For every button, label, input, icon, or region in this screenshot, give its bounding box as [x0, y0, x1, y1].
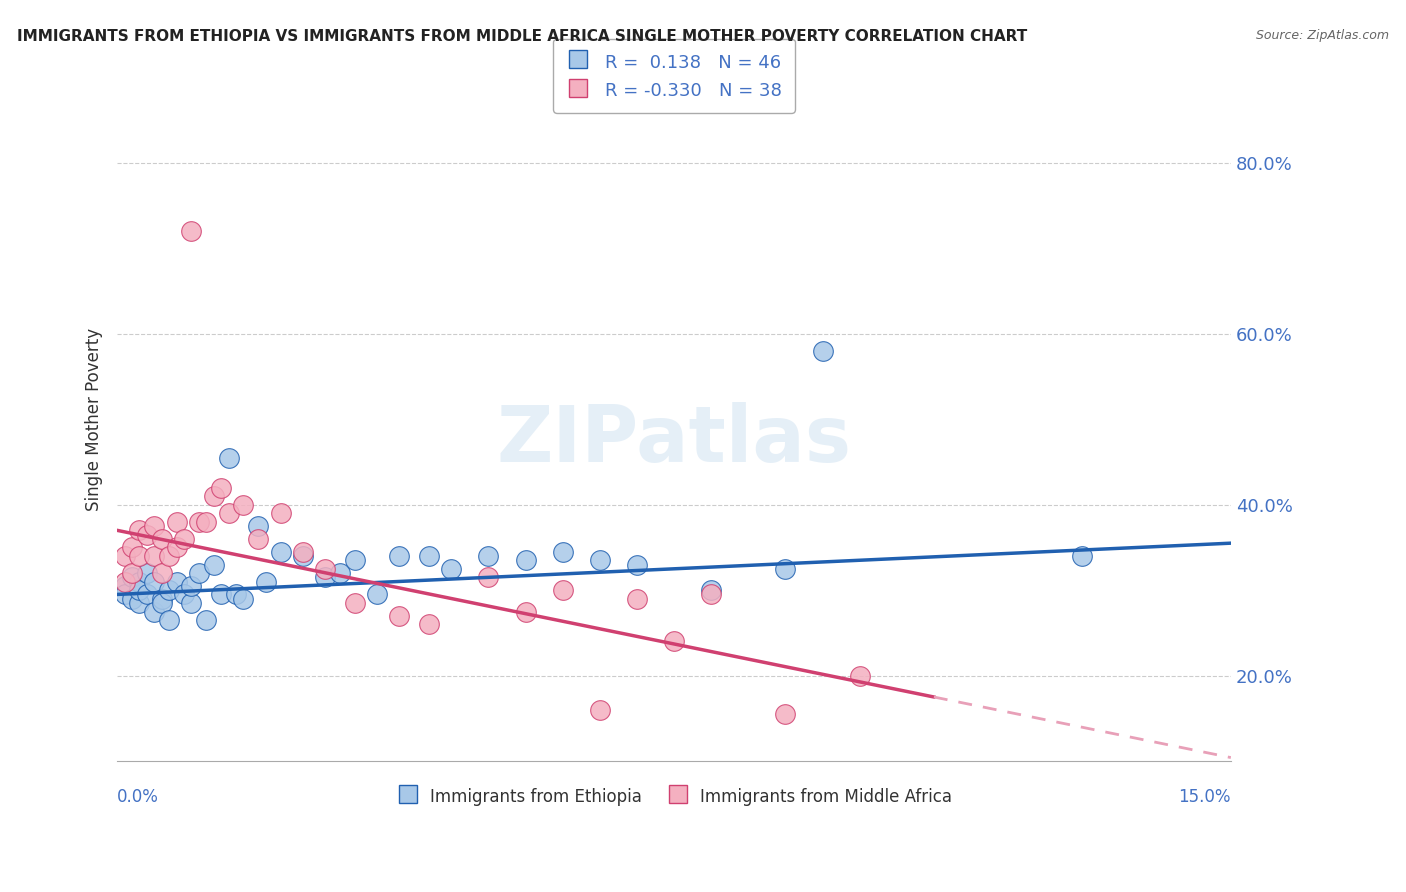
Point — [314, 562, 336, 576]
Point — [232, 591, 254, 606]
Point — [662, 634, 685, 648]
Point — [218, 506, 240, 520]
Point — [225, 587, 247, 601]
Point — [150, 532, 173, 546]
Text: 0.0%: 0.0% — [117, 789, 159, 806]
Point — [218, 450, 240, 465]
Point — [589, 553, 612, 567]
Point — [418, 549, 440, 563]
Point — [195, 613, 218, 627]
Point — [291, 545, 314, 559]
Point — [173, 532, 195, 546]
Point — [166, 541, 188, 555]
Point — [247, 519, 270, 533]
Point — [314, 570, 336, 584]
Point — [551, 583, 574, 598]
Point — [848, 668, 870, 682]
Point — [121, 591, 143, 606]
Point — [135, 566, 157, 580]
Point — [440, 562, 463, 576]
Point — [775, 707, 797, 722]
Point — [128, 596, 150, 610]
Point — [143, 519, 166, 533]
Text: ZIPatlas: ZIPatlas — [496, 401, 852, 478]
Point — [626, 558, 648, 572]
Point — [143, 549, 166, 563]
Point — [589, 703, 612, 717]
Point — [477, 549, 499, 563]
Point — [209, 587, 232, 601]
Point — [135, 587, 157, 601]
Point — [121, 570, 143, 584]
Point — [157, 613, 180, 627]
Point — [150, 591, 173, 606]
Point — [329, 566, 352, 580]
Point — [173, 587, 195, 601]
Point — [166, 574, 188, 589]
Point — [180, 224, 202, 238]
Point — [143, 605, 166, 619]
Point — [128, 574, 150, 589]
Point — [811, 343, 834, 358]
Point — [1071, 549, 1094, 563]
Point — [700, 587, 723, 601]
Point — [551, 545, 574, 559]
Text: 15.0%: 15.0% — [1178, 789, 1230, 806]
Y-axis label: Single Mother Poverty: Single Mother Poverty — [86, 327, 103, 511]
Point — [180, 596, 202, 610]
Point — [121, 541, 143, 555]
Point — [157, 583, 180, 598]
Point — [343, 596, 366, 610]
Point — [388, 549, 411, 563]
Point — [114, 587, 136, 601]
Point — [114, 549, 136, 563]
Point — [187, 515, 209, 529]
Point — [247, 532, 270, 546]
Point — [202, 558, 225, 572]
Point — [270, 506, 292, 520]
Point — [128, 524, 150, 538]
Point — [202, 489, 225, 503]
Point — [626, 591, 648, 606]
Point — [291, 549, 314, 563]
Point — [477, 570, 499, 584]
Point — [270, 545, 292, 559]
Point — [150, 566, 173, 580]
Point — [143, 574, 166, 589]
Point — [128, 549, 150, 563]
Point — [150, 596, 173, 610]
Point — [232, 498, 254, 512]
Point — [187, 566, 209, 580]
Point — [700, 583, 723, 598]
Point — [195, 515, 218, 529]
Point — [254, 574, 277, 589]
Point — [157, 549, 180, 563]
Point — [128, 583, 150, 598]
Point — [135, 527, 157, 541]
Point — [515, 605, 537, 619]
Point — [114, 574, 136, 589]
Text: Source: ZipAtlas.com: Source: ZipAtlas.com — [1256, 29, 1389, 42]
Point — [209, 481, 232, 495]
Point — [343, 553, 366, 567]
Point — [388, 608, 411, 623]
Point — [515, 553, 537, 567]
Point — [121, 566, 143, 580]
Point — [166, 515, 188, 529]
Point — [775, 562, 797, 576]
Point — [180, 579, 202, 593]
Legend: Immigrants from Ethiopia, Immigrants from Middle Africa: Immigrants from Ethiopia, Immigrants fro… — [388, 779, 960, 814]
Point — [366, 587, 388, 601]
Text: IMMIGRANTS FROM ETHIOPIA VS IMMIGRANTS FROM MIDDLE AFRICA SINGLE MOTHER POVERTY : IMMIGRANTS FROM ETHIOPIA VS IMMIGRANTS F… — [17, 29, 1028, 44]
Point — [114, 579, 136, 593]
Point — [418, 617, 440, 632]
